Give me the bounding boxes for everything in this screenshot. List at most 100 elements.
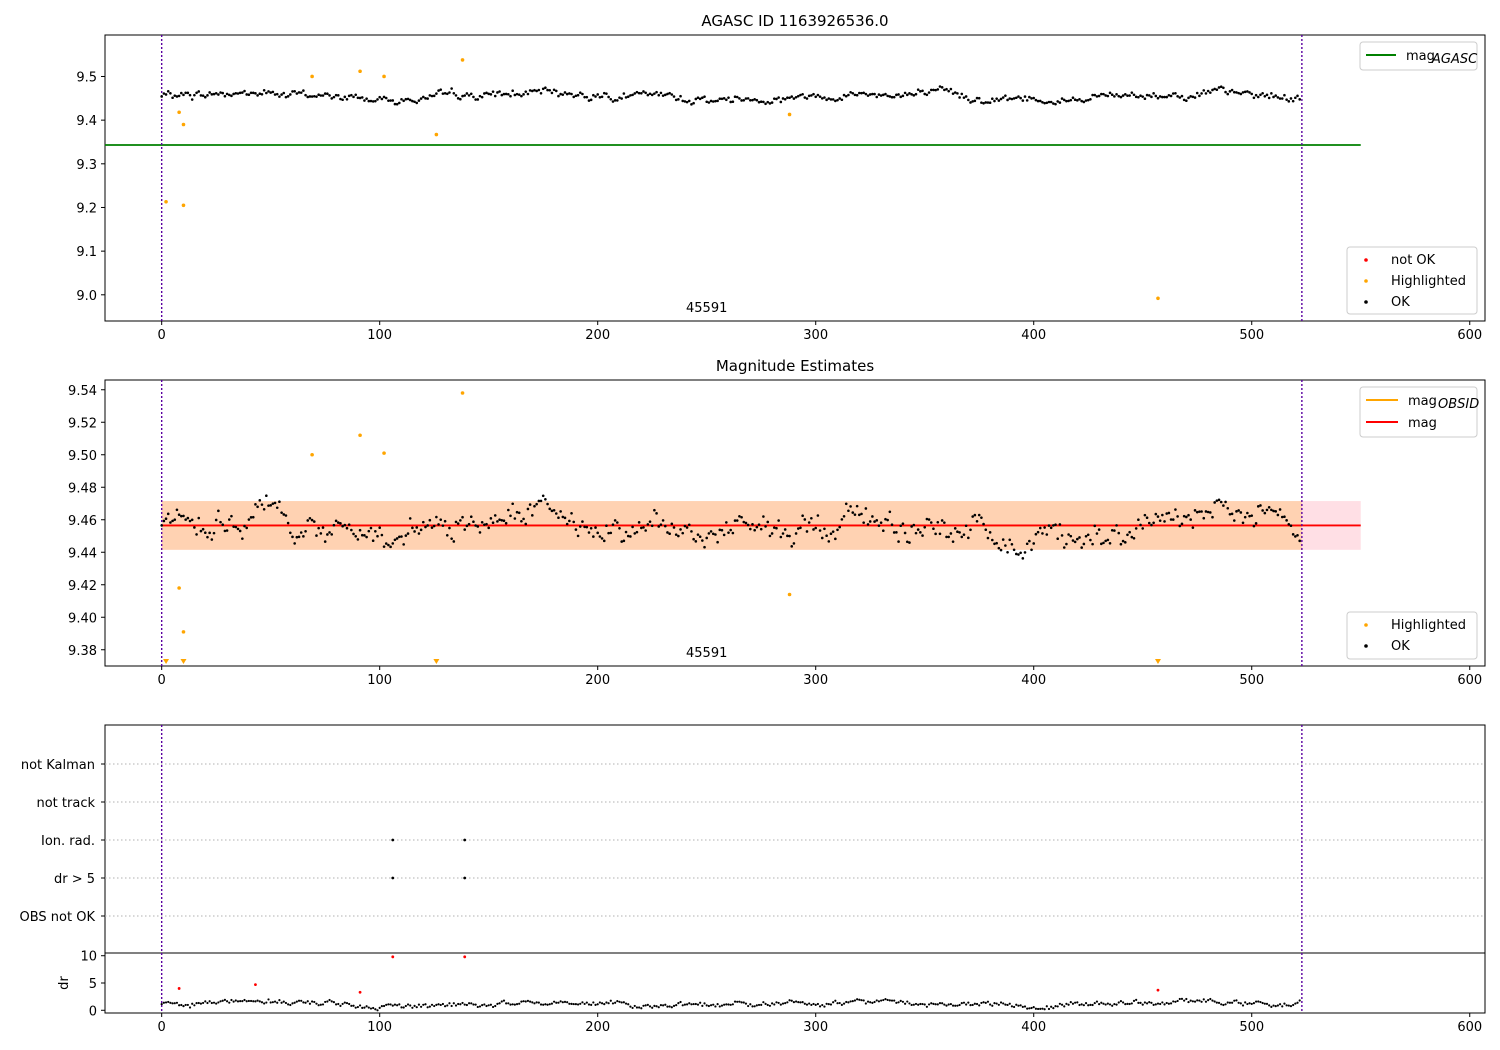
y-tick-label: 9.3 [76,158,97,173]
ok-point [960,535,964,539]
ok-point [988,101,992,105]
ok-point [217,509,220,513]
x-tick-label: 500 [1239,673,1264,688]
ok-point [864,1002,867,1005]
ok-point [498,90,501,93]
ok-point [1182,98,1186,102]
ok-point [476,98,480,101]
ok-point [753,98,756,101]
ok-point [238,91,242,95]
ok-point [236,92,240,95]
ok-point [1019,1004,1022,1007]
ok-point [1067,533,1070,536]
ok-point [729,1003,732,1006]
ok-point [877,1000,881,1003]
ok-point [559,510,562,513]
ok-point [592,93,595,97]
ok-point [897,93,900,96]
ok-point [1032,542,1036,545]
ok-point [1283,93,1286,97]
ok-point [565,522,569,526]
highlighted-point [164,199,168,204]
ok-point [812,1002,815,1006]
ok-point [618,1000,621,1003]
ok-point [751,523,754,526]
ok-point [336,94,340,97]
ok-point [1034,98,1038,102]
ok-point [485,522,488,526]
ok-point [450,1004,453,1008]
ok-point [1030,1006,1033,1010]
ok-point [1150,1001,1153,1004]
ok-point [1178,96,1182,99]
ok-point [1067,1003,1070,1006]
ok-point [871,92,874,96]
obsid-annotation: 45591 [686,646,727,661]
ok-point [1091,93,1094,97]
ok-point [755,525,759,529]
ok-point [620,540,623,543]
ok-point [421,95,425,99]
ok-point [849,1000,852,1003]
ok-point [378,1006,381,1009]
axes-frame [104,952,1486,1014]
ok-point [415,101,419,105]
x-tick-label: 400 [1021,1020,1046,1035]
ok-point [402,543,405,546]
ok-point [500,93,504,97]
ok-point [823,1005,826,1008]
ok-point [1285,1004,1288,1007]
ok-point [1217,86,1221,89]
ok-point [637,521,641,524]
ok-point [1115,1003,1118,1006]
ok-point [941,1002,944,1005]
ok-point [337,1002,340,1006]
ok-point [186,516,190,520]
ok-point [396,1004,399,1007]
ok-point [206,94,209,97]
ok-point [723,1003,726,1006]
ok-point [1176,999,1179,1003]
ok-point [1111,1004,1114,1007]
ok-point [681,99,685,103]
ok-point [306,519,310,522]
ok-point [550,91,554,95]
ok-point [919,531,922,534]
ok-point [914,531,918,535]
ok-point [655,1005,658,1008]
ok-point [1028,95,1031,99]
ok-point [238,529,242,533]
ok-point [1100,92,1103,96]
ok-point [1008,97,1012,100]
ok-point [1283,515,1286,519]
ok-point [873,92,876,96]
ok-point [321,94,325,97]
ok-point [738,1000,741,1003]
ok-point [408,517,412,520]
ok-point [1191,95,1195,99]
ok-point [1165,512,1169,515]
ok-point [1244,1001,1247,1004]
ok-point [317,526,320,530]
ok-point [1106,1002,1109,1005]
ok-point [886,518,889,522]
ok-point [781,97,785,100]
ok-point [223,529,227,533]
ok-point [1193,509,1197,512]
ok-point [354,93,358,97]
ok-point [1100,542,1103,546]
ok-point [1047,100,1051,104]
ok-point [1215,1001,1218,1004]
ok-point [321,1003,325,1006]
ok-point [772,97,776,100]
ok-point [469,515,473,519]
ok-point [893,999,896,1002]
ok-point [923,1003,926,1006]
ok-point [718,97,722,100]
ok-point [199,1002,203,1005]
ok-point [387,1003,390,1006]
ok-point [541,87,545,91]
ok-point [413,1004,416,1007]
ok-point [655,512,658,515]
ok-point [757,523,761,526]
